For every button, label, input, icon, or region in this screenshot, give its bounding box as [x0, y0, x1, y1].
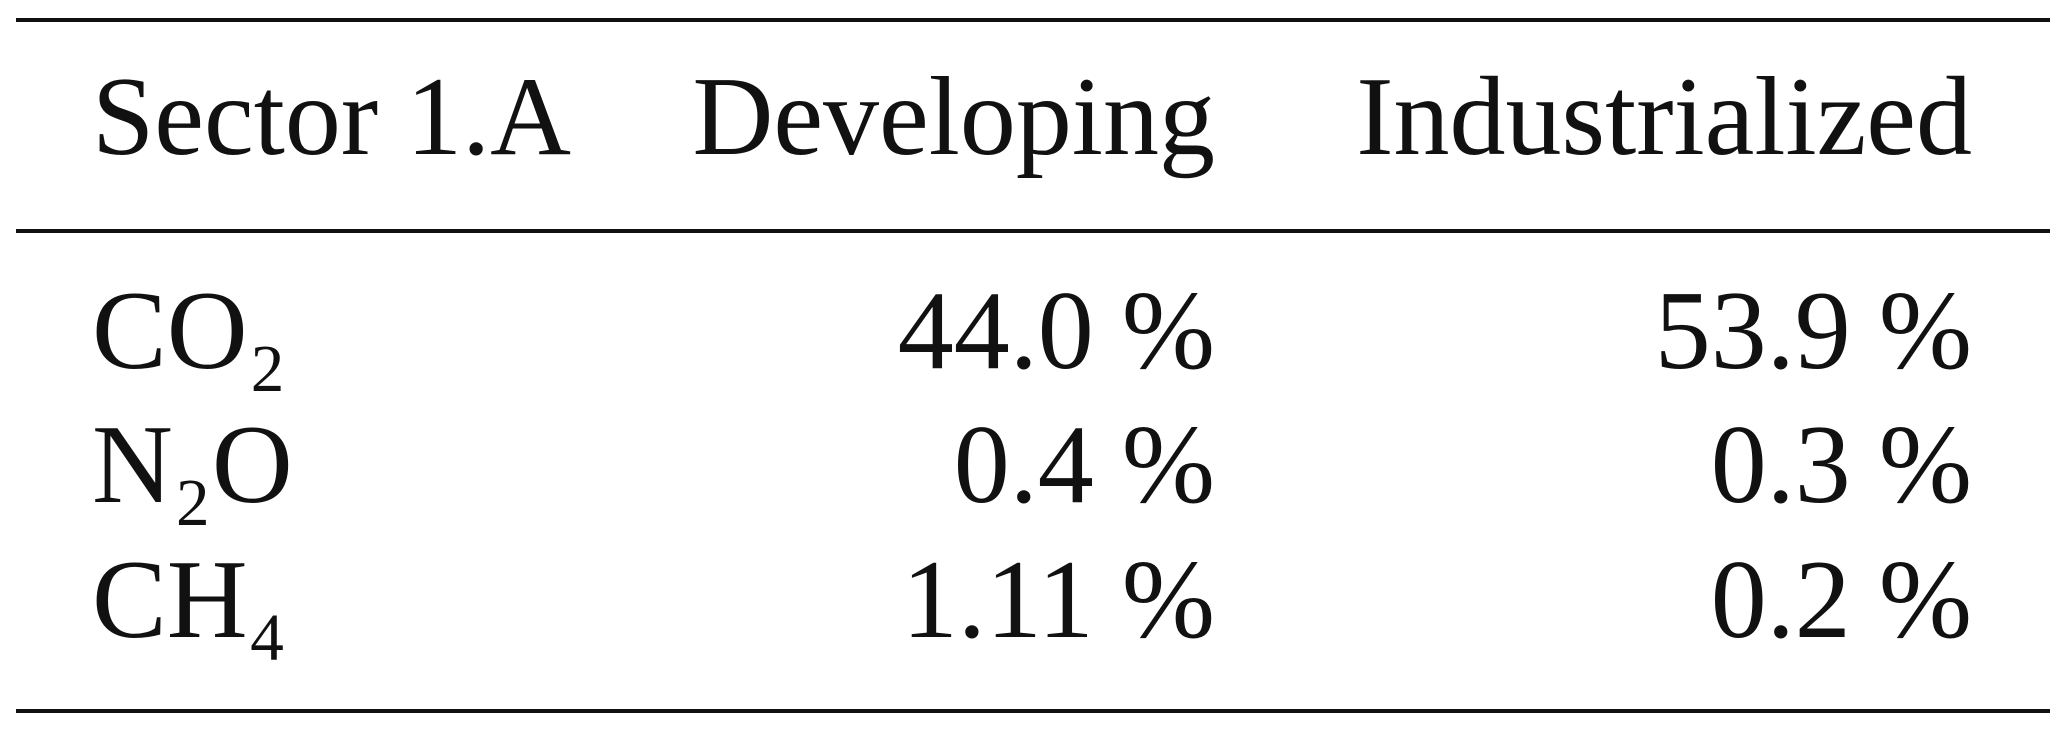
mid-rule — [16, 229, 2050, 233]
value-cell: 53.9 % — [1654, 269, 1972, 393]
row-label: CH₄ — [92, 538, 287, 662]
row-label: N₂O — [92, 403, 293, 527]
bottom-rule — [16, 709, 2050, 713]
value-cell: 1.11 % — [901, 538, 1215, 662]
header-cell: Developing — [692, 55, 1215, 179]
header-cell: Sector 1.A — [92, 55, 572, 179]
value-cell: 0.3 % — [1710, 403, 1972, 527]
value-cell: 44.0 % — [897, 269, 1215, 393]
value-cell: 0.4 % — [953, 403, 1215, 527]
value-cell: 0.2 % — [1710, 538, 1972, 662]
top-rule — [16, 18, 2050, 22]
header-cell: Industrialized — [1356, 55, 1972, 179]
row-label: CO₂ — [92, 269, 287, 393]
